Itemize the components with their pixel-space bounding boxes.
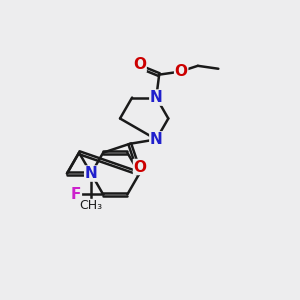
- Text: N: N: [150, 132, 163, 147]
- Text: CH₃: CH₃: [80, 200, 103, 212]
- Text: N: N: [150, 90, 163, 105]
- Text: O: O: [134, 160, 146, 175]
- Text: O: O: [133, 57, 146, 72]
- Text: N: N: [85, 166, 98, 181]
- Text: F: F: [71, 187, 81, 202]
- Text: O: O: [175, 64, 188, 79]
